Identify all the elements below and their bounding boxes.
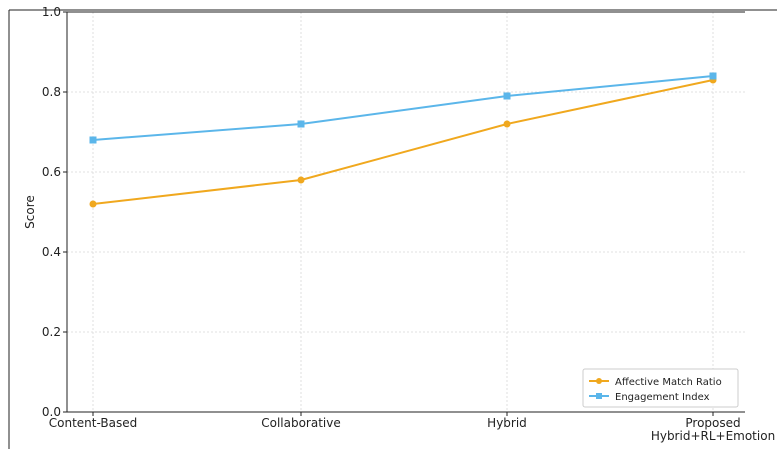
data-point: [297, 120, 305, 128]
legend-box: [582, 368, 739, 408]
axes: [8, 9, 777, 449]
series-line-0: [92, 79, 714, 205]
legend-label: Affective Match Ratio: [615, 377, 722, 388]
data-point: [89, 200, 97, 208]
legend-label: Engagement Index: [615, 392, 710, 403]
legend-marker: [596, 378, 602, 384]
data-point: [503, 92, 511, 100]
x-tick-label: Collaborative: [261, 416, 341, 430]
legend: Affective Match Ratio Engagement Index: [582, 368, 739, 408]
y-tick-label: 0.4: [42, 245, 61, 259]
tick-labels: 0.0 0.2 0.4 0.6 0.8 1.0 Content-Based Collabora…: [23, 5, 775, 443]
x-tick-label: Proposed Hybrid+RL+Emotion: [651, 416, 775, 443]
data-point: [709, 72, 717, 80]
grid-lines: [67, 11, 745, 413]
y-tick-label: 0.6: [42, 165, 61, 179]
x-tick-label: Content-Based: [49, 416, 137, 430]
x-tick-label: Hybrid: [487, 416, 527, 430]
legend-marker: [596, 393, 602, 399]
y-tick-label: 1.0: [42, 5, 61, 19]
data-point: [297, 176, 305, 184]
y-axis-label: Score: [23, 195, 37, 229]
series-group: [89, 72, 717, 208]
data-point: [503, 120, 511, 128]
y-tick-label: 0.8: [42, 85, 61, 99]
y-tick-label: 0.0: [42, 405, 61, 419]
data-point: [89, 136, 97, 144]
y-tick-label: 0.2: [42, 325, 61, 339]
series-line-1: [92, 75, 714, 141]
